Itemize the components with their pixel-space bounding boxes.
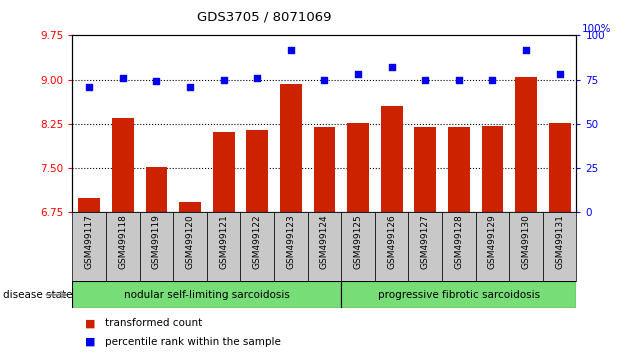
Text: GSM499129: GSM499129 <box>488 215 497 269</box>
Text: GSM499127: GSM499127 <box>421 215 430 269</box>
Text: GDS3705 / 8071069: GDS3705 / 8071069 <box>197 10 331 23</box>
Bar <box>173 212 207 281</box>
Text: transformed count: transformed count <box>105 318 202 329</box>
Bar <box>415 127 436 212</box>
Bar <box>515 77 537 212</box>
Point <box>319 77 329 82</box>
Bar <box>408 212 442 281</box>
Bar <box>481 126 503 212</box>
Text: GSM499120: GSM499120 <box>186 215 195 269</box>
Text: GSM499117: GSM499117 <box>85 215 94 269</box>
Text: percentile rank within the sample: percentile rank within the sample <box>105 337 281 347</box>
Bar <box>509 212 543 281</box>
Point <box>488 77 498 82</box>
Bar <box>78 198 100 212</box>
Point <box>84 84 94 90</box>
Text: GSM499128: GSM499128 <box>454 215 463 269</box>
Bar <box>72 212 106 281</box>
Bar <box>246 130 268 212</box>
Point <box>118 75 128 81</box>
Text: ■: ■ <box>85 318 96 329</box>
Text: GSM499118: GSM499118 <box>118 215 127 269</box>
Bar <box>549 123 571 212</box>
Text: GSM499119: GSM499119 <box>152 215 161 269</box>
Bar <box>476 212 509 281</box>
Bar <box>543 212 576 281</box>
Bar <box>307 212 341 281</box>
Point <box>554 72 564 77</box>
Text: progressive fibrotic sarcoidosis: progressive fibrotic sarcoidosis <box>378 290 540 300</box>
Bar <box>179 202 201 212</box>
Text: GSM499126: GSM499126 <box>387 215 396 269</box>
Text: nodular self-limiting sarcoidosis: nodular self-limiting sarcoidosis <box>124 290 290 300</box>
Point <box>420 77 430 82</box>
Text: GSM499122: GSM499122 <box>253 215 261 269</box>
Text: GSM499130: GSM499130 <box>522 215 530 269</box>
Text: GSM499125: GSM499125 <box>353 215 362 269</box>
Point <box>185 84 195 90</box>
Text: disease state: disease state <box>3 290 72 300</box>
Text: GSM499131: GSM499131 <box>555 215 564 269</box>
Bar <box>341 212 375 281</box>
Bar <box>375 212 408 281</box>
Bar <box>280 84 302 212</box>
Bar <box>314 127 335 212</box>
Point <box>252 75 262 81</box>
Bar <box>207 212 241 281</box>
Bar <box>106 212 140 281</box>
Bar <box>347 123 369 212</box>
Text: GSM499124: GSM499124 <box>320 215 329 269</box>
Bar <box>341 281 576 308</box>
Bar <box>241 212 274 281</box>
Text: GSM499121: GSM499121 <box>219 215 228 269</box>
Point <box>454 77 464 82</box>
Bar <box>140 212 173 281</box>
Bar <box>146 167 168 212</box>
Text: 100%: 100% <box>581 24 611 34</box>
Bar <box>112 118 134 212</box>
Bar <box>274 212 307 281</box>
Point <box>387 64 397 70</box>
Text: GSM499123: GSM499123 <box>287 215 295 269</box>
Point <box>219 77 229 82</box>
Text: ■: ■ <box>85 337 96 347</box>
Bar <box>72 281 341 308</box>
Bar <box>442 212 476 281</box>
Point <box>521 47 531 52</box>
Point <box>286 47 296 52</box>
Bar <box>381 106 403 212</box>
Point <box>353 72 363 77</box>
Bar <box>213 132 234 212</box>
Bar <box>448 127 470 212</box>
Point <box>151 79 161 84</box>
